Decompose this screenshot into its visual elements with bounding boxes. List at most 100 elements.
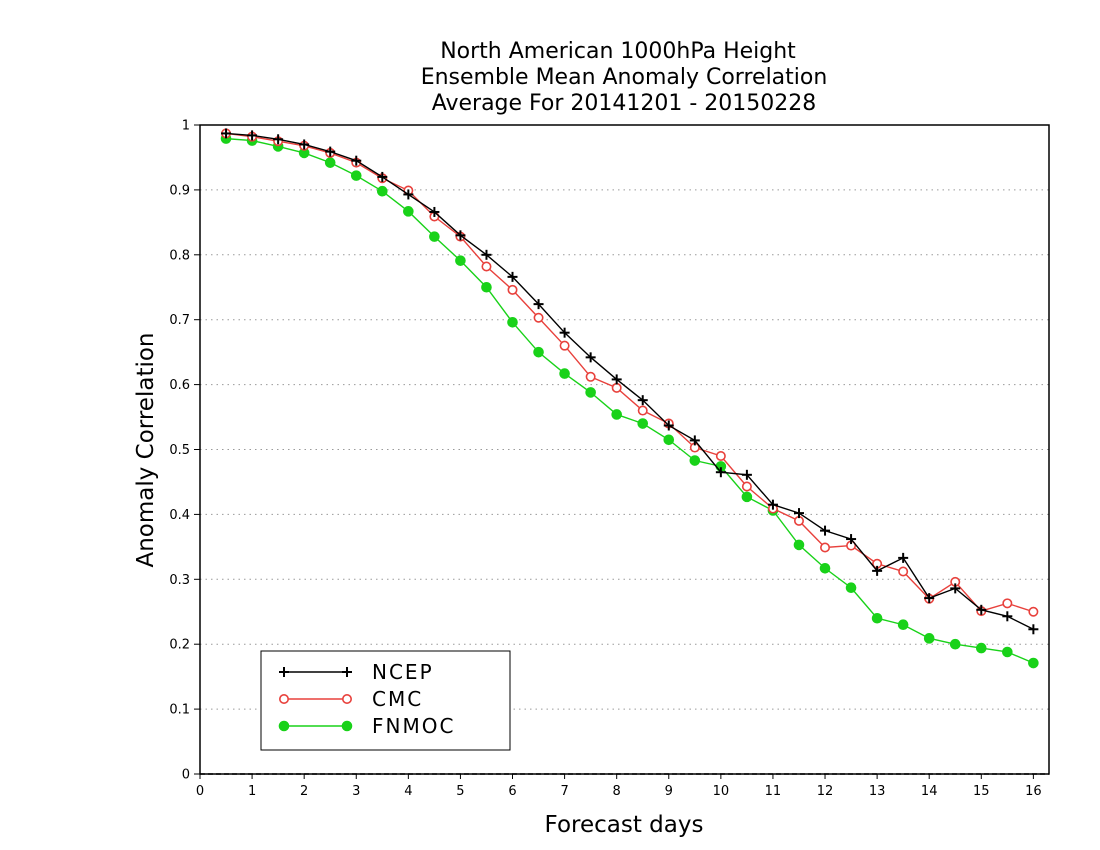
- x-tick-label: 11: [765, 784, 782, 799]
- cmc-point: [741, 481, 752, 492]
- y-tick-label: 0.5: [169, 443, 190, 458]
- ncep-point: [689, 435, 700, 446]
- ncep-point: [976, 604, 987, 615]
- ncep-point: [299, 139, 310, 150]
- fnmoc-point: [819, 562, 831, 574]
- fnmoc-point: [377, 185, 388, 197]
- ncep-point: [507, 271, 518, 282]
- ncep-point: [377, 171, 388, 182]
- ncep-point: [820, 525, 831, 536]
- x-tick-label: 13: [869, 784, 886, 799]
- legend-marker: [342, 667, 352, 677]
- y-tick-label: 0: [182, 768, 190, 783]
- cmc-point: [715, 450, 726, 461]
- series-cmc: [221, 128, 1039, 617]
- cmc-point: [559, 340, 570, 351]
- x-tick-label: 16: [1025, 784, 1042, 799]
- x-tick-label: 3: [352, 784, 360, 799]
- ncep-point: [663, 420, 674, 431]
- fnmoc-point: [663, 434, 675, 446]
- x-tick-label: 9: [665, 784, 673, 799]
- fnmoc-point: [741, 491, 753, 503]
- y-tick-label: 0.1: [169, 703, 190, 718]
- legend-box: [260, 650, 511, 751]
- y-tick-label: 0.6: [169, 378, 190, 393]
- y-axis-label: Anomaly Correlation: [133, 332, 159, 567]
- legend-marker: [341, 693, 352, 704]
- ncep-point: [221, 128, 232, 139]
- ncep-point: [767, 499, 778, 510]
- chart-title: North American 1000hPa Height Ensemble M…: [421, 39, 828, 116]
- x-tick-label: 10: [713, 784, 730, 799]
- ncep-point: [741, 469, 752, 480]
- series-ncep: [221, 128, 1039, 635]
- ncep-point: [559, 327, 570, 338]
- y-tick-label: 0.3: [169, 573, 190, 588]
- title-line-2: Ensemble Mean Anomaly Correlation: [421, 65, 828, 90]
- ncep-point: [1002, 611, 1013, 622]
- fnmoc-line: [225, 137, 1034, 664]
- fnmoc-point: [403, 206, 414, 217]
- ncep-point: [637, 395, 648, 406]
- series-fnmoc: [220, 133, 1039, 669]
- title-line-1: North American 1000hPa Height: [440, 39, 796, 64]
- fnmoc-point: [585, 387, 596, 398]
- cmc-point: [585, 371, 596, 382]
- x-tick-label: 1: [248, 784, 256, 799]
- fnmoc-point: [455, 255, 466, 266]
- x-tick-label: 6: [508, 784, 516, 799]
- cmc-point: [507, 284, 518, 295]
- x-tick-label: 0: [196, 784, 204, 799]
- y-tick-label: 0.4: [169, 508, 190, 523]
- ncep-line: [225, 132, 1034, 630]
- fnmoc-point: [689, 455, 701, 466]
- fnmoc-point: [533, 346, 544, 358]
- cmc-point: [637, 405, 648, 416]
- ncep-point: [403, 189, 414, 200]
- y-tick-label: 0.8: [169, 248, 190, 263]
- legend: NCEP CMC FNMOC: [260, 650, 511, 751]
- x-tick-label: 14: [921, 784, 938, 799]
- fnmoc-point: [897, 619, 909, 631]
- ncep-point: [247, 130, 258, 141]
- y-axis: 0 0.1 0.2 0.3 0.4 0.5 0.6 0.7 0.8 0.9 1: [169, 119, 200, 783]
- fnmoc-point: [611, 409, 622, 420]
- x-tick-label: 12: [817, 784, 834, 799]
- cmc-point: [898, 566, 909, 577]
- x-tick-label: 5: [456, 784, 464, 799]
- ncep-point: [481, 249, 492, 260]
- legend-marker: [278, 720, 290, 732]
- ncep-point: [872, 565, 883, 576]
- legend-marker: [278, 693, 289, 704]
- legend-label-cmc: CMC: [372, 687, 423, 711]
- fnmoc-point: [637, 418, 649, 429]
- ncep-point: [715, 467, 726, 478]
- ncep-point: [924, 593, 935, 604]
- legend-label-ncep: NCEP: [372, 660, 434, 684]
- y-tick-label: 0.9: [169, 183, 190, 198]
- fnmoc-point: [507, 316, 518, 328]
- cmc-point: [820, 542, 831, 553]
- series-layer: [220, 128, 1039, 669]
- x-axis: 0 1 2 3 4 5 6 7 8 9 10 11 12 13 14 15 16: [196, 774, 1042, 799]
- y-tick-label: 1: [182, 119, 190, 134]
- legend-item-cmc: CMC: [278, 687, 423, 711]
- title-line-3: Average For 20141201 - 20150228: [432, 91, 817, 116]
- fnmoc-point: [350, 170, 362, 181]
- x-tick-label: 8: [613, 784, 621, 799]
- legend-item-ncep: NCEP: [279, 660, 434, 684]
- cmc-point: [1028, 606, 1039, 617]
- x-axis-label: Forecast days: [545, 812, 704, 838]
- ncep-point: [273, 134, 284, 145]
- x-tick-label: 2: [300, 784, 308, 799]
- ncep-point: [455, 230, 466, 241]
- fnmoc-point: [324, 157, 336, 168]
- ncep-point: [846, 534, 857, 545]
- cmc-point: [1002, 598, 1013, 609]
- ncep-point: [351, 155, 362, 166]
- fnmoc-point: [559, 368, 570, 379]
- fnmoc-point: [975, 642, 987, 654]
- ncep-point: [429, 206, 440, 217]
- fnmoc-point: [1028, 657, 1039, 669]
- fnmoc-point: [871, 612, 883, 624]
